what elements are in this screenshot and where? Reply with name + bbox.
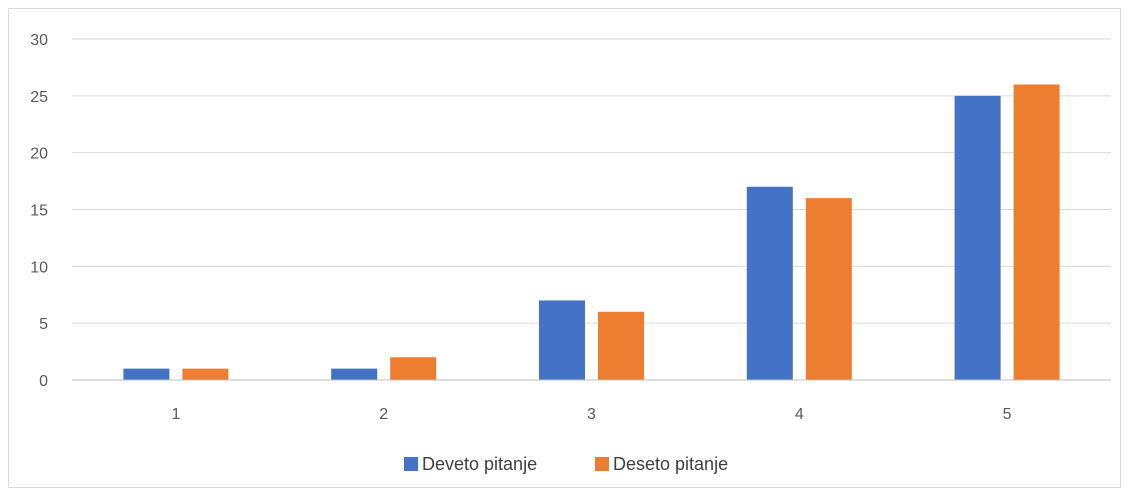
x-tick-label: 5	[1003, 406, 1012, 423]
legend-label-deveto: Deveto pitanje	[422, 454, 537, 474]
y-tick-label: 5	[39, 316, 48, 333]
y-tick-label: 0	[39, 373, 48, 390]
legend-item-deseto: Deseto pitanje	[595, 454, 728, 474]
bar-deveto-3	[539, 300, 585, 380]
bar-deseto-5	[1013, 84, 1060, 380]
y-tick-label: 25	[30, 89, 48, 106]
x-tick-label: 2	[379, 406, 388, 423]
legend-swatch-deseto	[595, 457, 609, 471]
y-tick-label: 10	[30, 259, 48, 276]
bar-deveto-5	[954, 95, 1001, 380]
x-axis-tick-labels: 1 2 3 4 5	[171, 406, 1011, 423]
bar-deseto-3	[598, 311, 644, 380]
bars	[72, 84, 1111, 381]
x-tick-label: 3	[587, 406, 596, 423]
legend-item-deveto: Deveto pitanje	[404, 454, 537, 474]
bar-deseto-1	[182, 368, 229, 380]
bar-deveto-2	[331, 368, 378, 380]
legend-swatch-deveto	[404, 457, 418, 471]
x-tick-label: 4	[795, 406, 804, 423]
legend: Deveto pitanje Deseto pitanje	[404, 454, 728, 474]
x-tick-label: 1	[171, 406, 180, 423]
chart-frame	[8, 8, 1121, 488]
y-tick-label: 15	[30, 203, 48, 220]
bar-deveto-1	[123, 368, 170, 380]
bar-deseto-4	[805, 198, 852, 380]
bar-deveto-4	[746, 186, 793, 380]
y-tick-label: 20	[30, 146, 48, 163]
bar-deseto-2	[390, 357, 437, 380]
y-axis-tick-labels: 0 5 10 15 20 25 30	[30, 32, 48, 390]
legend-label-deseto: Deseto pitanje	[613, 454, 728, 474]
y-tick-label: 30	[30, 32, 48, 49]
